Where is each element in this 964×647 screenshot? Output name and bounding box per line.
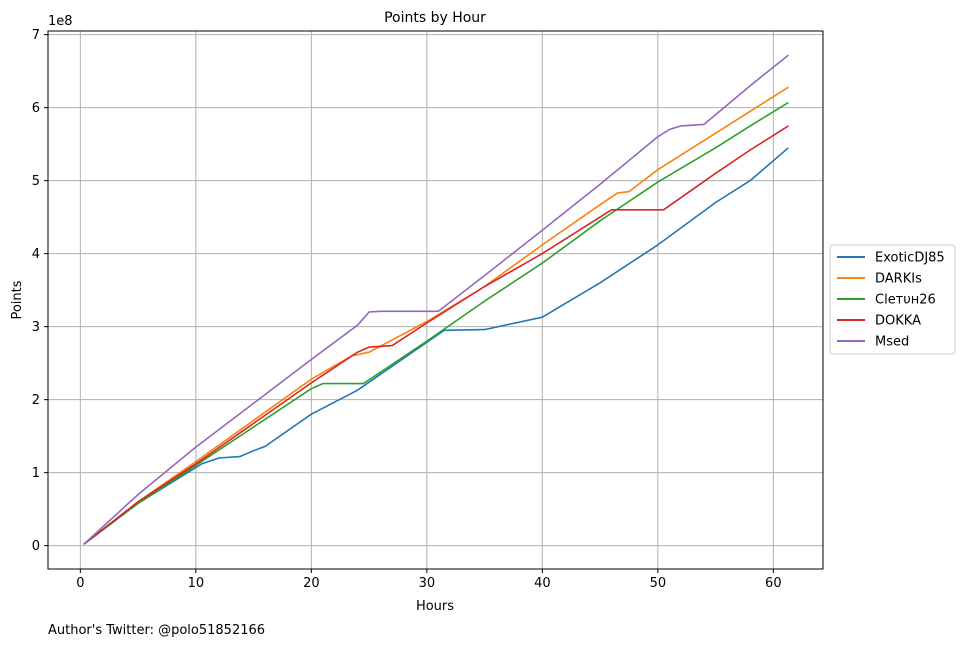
y-tick-label: 0: [32, 539, 40, 554]
y-tick-label: 1: [32, 466, 40, 481]
series-line-4: [83, 54, 789, 545]
legend-box: [829, 244, 956, 355]
legend-label: DOKKA: [875, 314, 921, 329]
y-tick-label: 6: [32, 101, 40, 116]
series-line-2: [83, 101, 789, 545]
footnote: Author's Twitter: @polo51852166: [48, 623, 265, 638]
x-axis-label: Hours: [416, 599, 454, 614]
legend-label: ExoticDJ85: [875, 251, 945, 266]
legend-label: DARKIs: [875, 272, 922, 287]
x-tick-label: 10: [188, 576, 205, 591]
series-line-3: [83, 125, 789, 545]
legend-label: Msed: [875, 335, 909, 350]
y-tick-label: 7: [32, 28, 40, 43]
legend: ExoticDJ85 DARKIs Clетυн26 DOKKA Msed: [829, 244, 956, 355]
x-tick-label: 50: [650, 576, 667, 591]
axis-ticks: 0 10 20 30 40 50 60 0 1 2 3 4 5 6 7: [32, 28, 782, 591]
y-tick-label: 2: [32, 393, 40, 408]
x-tick-label: 60: [765, 576, 782, 591]
grid: [48, 31, 823, 569]
chart-title: Points by Hour: [384, 10, 486, 26]
series-line-1: [83, 86, 789, 545]
x-tick-label: 40: [534, 576, 551, 591]
y-axis-label: Points: [10, 280, 25, 319]
x-tick-label: 20: [303, 576, 320, 591]
y-offset-label: 1e8: [48, 14, 73, 29]
x-tick-label: 0: [76, 576, 84, 591]
x-tick-label: 30: [419, 576, 436, 591]
series-lines: [83, 54, 789, 545]
y-tick-label: 4: [32, 247, 40, 262]
series-line-0: [83, 147, 789, 545]
legend-label: Clетυн26: [875, 293, 936, 308]
plot-frame: [47, 30, 824, 570]
y-tick-label: 3: [32, 320, 40, 335]
y-tick-label: 5: [32, 174, 40, 189]
